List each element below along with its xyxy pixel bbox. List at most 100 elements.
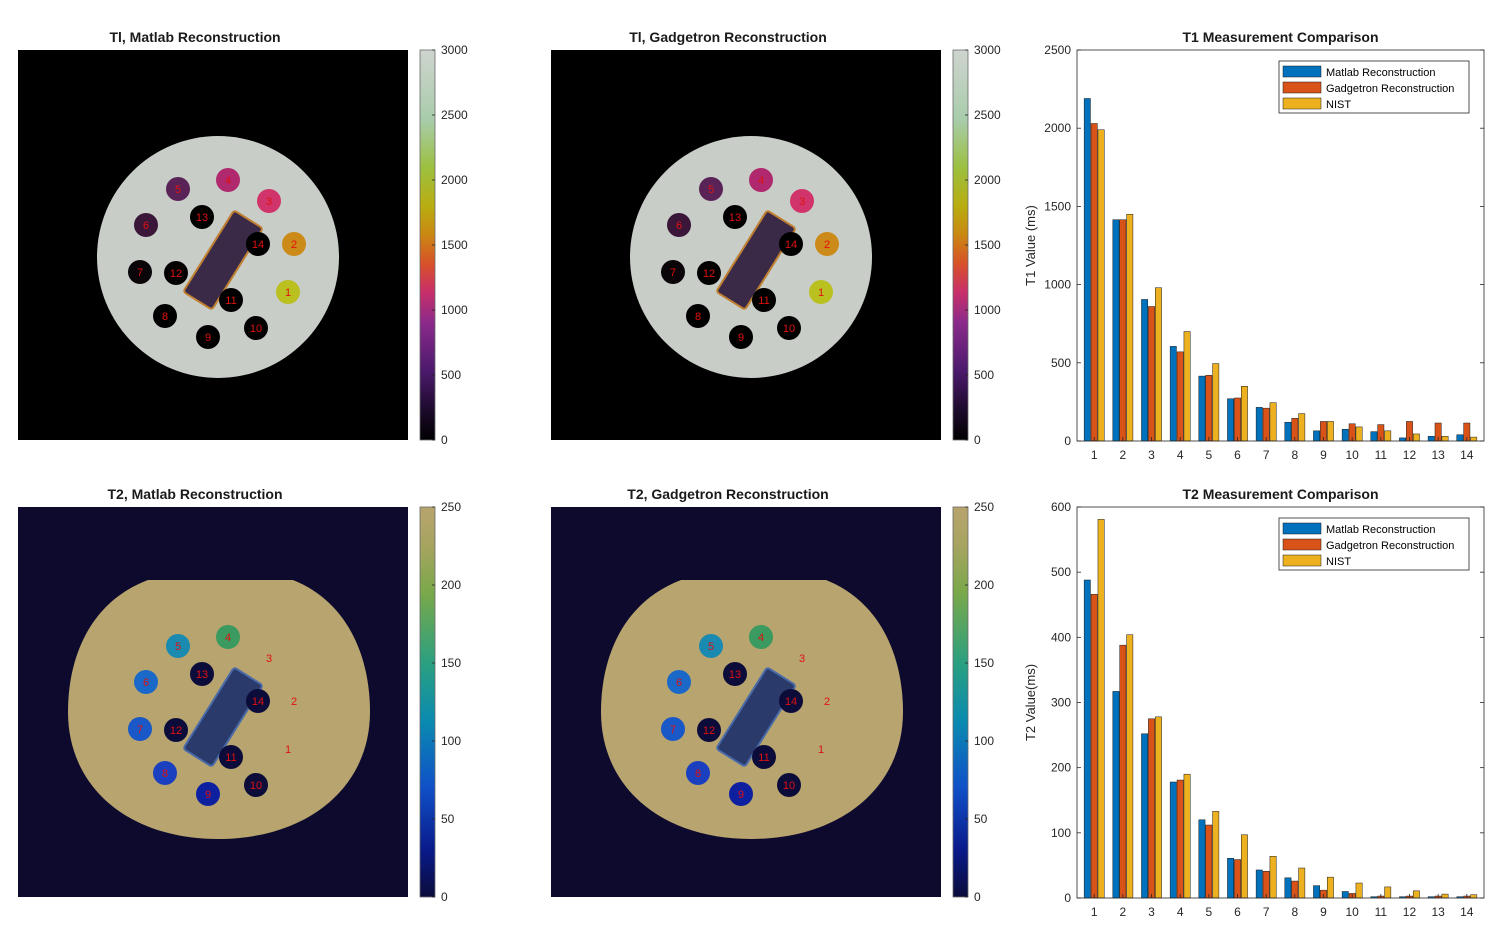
bar — [1262, 871, 1270, 899]
colorbar-tick-label: 500 — [974, 368, 994, 382]
bar — [1112, 219, 1120, 442]
vial-label: 3 — [799, 196, 805, 208]
legend: Matlab Reconstruction Gadgetron Reconstru… — [1278, 517, 1470, 571]
legend-swatch — [1282, 538, 1322, 551]
vial — [790, 646, 814, 670]
y-tick-label: 100 — [1051, 826, 1071, 840]
vial-label: 5 — [175, 641, 181, 653]
vial — [661, 717, 685, 741]
legend: Matlab Reconstruction Gadgetron Reconstru… — [1278, 60, 1470, 114]
vial — [790, 189, 814, 213]
vial — [164, 718, 188, 742]
x-tick-label: 12 — [1403, 448, 1417, 462]
legend-swatch — [1282, 522, 1322, 535]
vial-label: 6 — [143, 220, 149, 232]
vial — [246, 689, 270, 713]
x-tick-label: 8 — [1291, 448, 1298, 462]
vial — [752, 745, 776, 769]
vial — [244, 773, 268, 797]
bar — [1205, 375, 1213, 442]
y-tick-label: 1000 — [1044, 278, 1071, 292]
bar — [1355, 426, 1363, 442]
vial-label: 5 — [708, 184, 714, 196]
legend-entry: NIST — [1326, 556, 1351, 568]
x-tick-label: 1 — [1091, 905, 1098, 919]
colorbar-tick-label: 0 — [974, 433, 981, 447]
colorbar-tick-label: 1000 — [974, 303, 1001, 317]
vial-label: 11 — [225, 752, 236, 764]
vial-label: 4 — [225, 175, 231, 187]
vial-label: 8 — [695, 768, 701, 780]
bar — [1083, 98, 1091, 442]
vial-label: 12 — [703, 725, 715, 737]
vial-label: 10 — [250, 780, 262, 792]
vial — [779, 232, 803, 256]
central-insert — [183, 667, 263, 767]
bar — [1090, 123, 1098, 442]
bar — [1126, 213, 1134, 442]
bar — [1284, 877, 1292, 899]
vial — [697, 261, 721, 285]
colorbar-tick-label: 100 — [974, 734, 994, 748]
legend-entry: Gadgetron Reconstruction — [1326, 540, 1454, 552]
x-tick-label: 11 — [1375, 448, 1388, 462]
colorbar-tick-label: 2500 — [441, 108, 468, 122]
bar — [1141, 299, 1149, 442]
x-tick-label: 6 — [1234, 448, 1241, 462]
bar — [1198, 819, 1206, 899]
x-tick-label: 13 — [1431, 448, 1445, 462]
y-tick-label: 200 — [1051, 761, 1071, 775]
vial-label: 8 — [162, 311, 168, 323]
bar — [1456, 434, 1464, 442]
bar — [1412, 890, 1420, 899]
x-tick-label: 11 — [1375, 905, 1388, 919]
panel-title: T2, Gadgetron Reconstruction — [627, 486, 828, 502]
bar — [1155, 716, 1162, 899]
colorbar-tick-label: 2000 — [441, 173, 468, 187]
y-tick-label: 2500 — [1044, 43, 1071, 57]
vial-label: 7 — [137, 724, 143, 736]
chart-title: T1 Measurement Comparison — [1182, 29, 1378, 45]
vial — [779, 689, 803, 713]
colorbar-tick-label: 2500 — [974, 108, 1001, 122]
vial — [276, 737, 300, 761]
colorbar — [419, 506, 436, 898]
bar — [1176, 779, 1184, 899]
vial-label: 3 — [266, 653, 272, 665]
x-tick-label: 5 — [1206, 905, 1213, 919]
vial-label: 12 — [703, 268, 715, 280]
bar — [1155, 287, 1162, 442]
bar — [1083, 579, 1091, 899]
y-axis-label: T2 Value(ms) — [1023, 664, 1038, 741]
vial-label: 13 — [729, 212, 741, 224]
vial — [216, 625, 240, 649]
bar — [1284, 421, 1292, 442]
x-tick-label: 4 — [1177, 448, 1184, 462]
vial-label: 7 — [670, 267, 676, 279]
bar — [1384, 886, 1392, 899]
vial — [752, 288, 776, 312]
vial — [686, 304, 710, 328]
vial-label: 3 — [799, 653, 805, 665]
x-tick-label: 1 — [1091, 448, 1098, 462]
bar — [1384, 430, 1392, 442]
vial — [246, 232, 270, 256]
colorbar-tick-label: 0 — [441, 433, 448, 447]
vial — [815, 689, 839, 713]
bar — [1119, 219, 1127, 442]
vial-label: 6 — [143, 677, 149, 689]
bar — [1298, 413, 1306, 442]
colorbar-tick-label: 200 — [974, 578, 994, 592]
vial-label: 6 — [676, 677, 682, 689]
vial-label: 10 — [250, 323, 262, 335]
vial-label: 1 — [818, 287, 824, 299]
bar — [1412, 433, 1420, 442]
vial-label: 1 — [285, 744, 291, 756]
vial-label: 14 — [252, 239, 264, 251]
vial — [729, 325, 753, 349]
vial — [661, 260, 685, 284]
vial-label: 9 — [205, 789, 211, 801]
x-tick-label: 5 — [1206, 448, 1213, 462]
colorbar-tick-label: 3000 — [441, 43, 468, 57]
